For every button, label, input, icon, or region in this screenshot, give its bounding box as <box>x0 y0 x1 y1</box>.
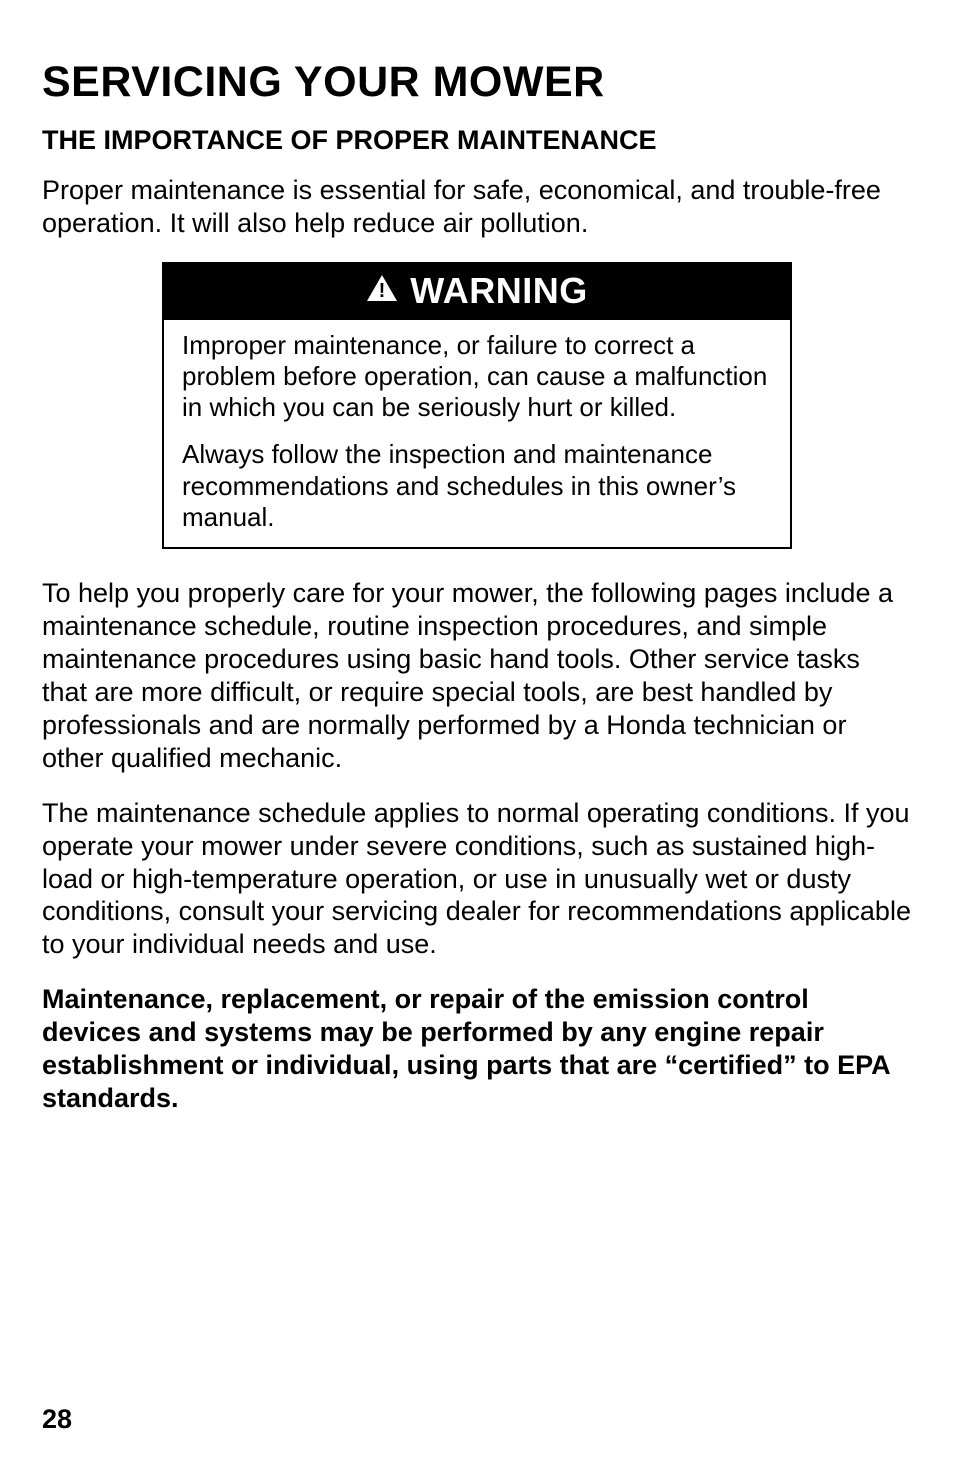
page-title: SERVICING YOUR MOWER <box>42 58 912 107</box>
warning-paragraph-2: Always follow the inspection and mainten… <box>182 439 772 533</box>
warning-label: WARNING <box>410 270 588 312</box>
page-number: 28 <box>42 1404 912 1435</box>
intro-paragraph: Proper maintenance is essential for safe… <box>42 174 912 240</box>
warning-box: ! WARNING Improper maintenance, or failu… <box>162 262 792 549</box>
warning-icon-glyph: ! <box>379 280 386 302</box>
warning-paragraph-1: Improper maintenance, or failure to corr… <box>182 330 772 424</box>
body-paragraph-2: The maintenance schedule applies to norm… <box>42 797 912 962</box>
body-paragraph-bold: Maintenance, replacement, or repair of t… <box>42 983 912 1115</box>
content: SERVICING YOUR MOWER THE IMPORTANCE OF P… <box>42 58 912 1404</box>
body-paragraph-1: To help you properly care for your mower… <box>42 577 912 775</box>
warning-header: ! WARNING <box>164 264 790 320</box>
warning-triangle-icon: ! <box>366 274 398 307</box>
section-heading: THE IMPORTANCE OF PROPER MAINTENANCE <box>42 125 912 156</box>
warning-body: Improper maintenance, or failure to corr… <box>164 320 790 547</box>
page: SERVICING YOUR MOWER THE IMPORTANCE OF P… <box>0 0 954 1475</box>
